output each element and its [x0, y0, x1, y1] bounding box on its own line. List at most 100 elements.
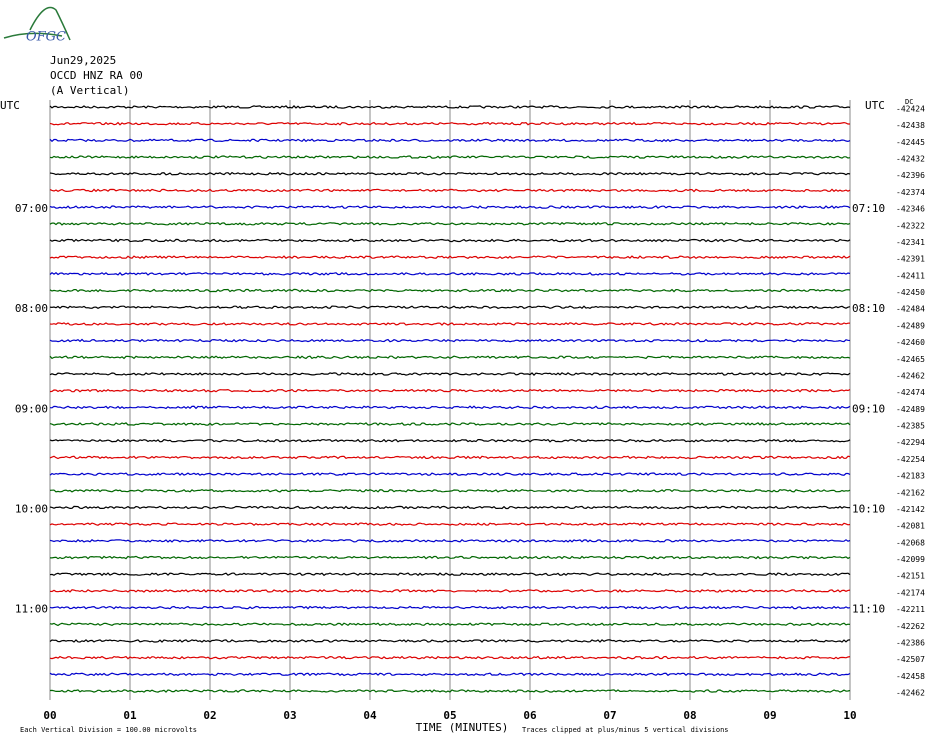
- offset-value: -42465: [896, 355, 925, 364]
- offset-value: -42411: [896, 271, 925, 280]
- trace: [49, 238, 851, 243]
- right-axis-label: UTC: [865, 99, 885, 112]
- trace: [49, 121, 850, 126]
- x-tick-label: 10: [843, 709, 856, 722]
- trace: [49, 171, 851, 176]
- offset-value: -42346: [896, 205, 925, 214]
- trace: [49, 538, 851, 543]
- left-axis-label: UTC: [0, 99, 20, 112]
- logo: OFGC: [3, 6, 71, 45]
- left-time-label: 08:00: [15, 302, 48, 315]
- trace: [49, 655, 851, 660]
- offset-value: -42424: [896, 105, 925, 114]
- trace: [49, 305, 851, 310]
- trace: [49, 438, 851, 443]
- trace: [49, 605, 851, 610]
- right-time-label: 09:10: [852, 402, 885, 415]
- offset-value: -42322: [896, 221, 925, 230]
- offset-value: -42081: [896, 522, 925, 531]
- trace: [49, 255, 851, 260]
- trace: [49, 372, 851, 376]
- component: (A Vertical): [50, 84, 129, 97]
- trace: [49, 572, 851, 577]
- logo-swoosh: [3, 32, 63, 39]
- offset-value: -42386: [896, 638, 925, 647]
- offset-value: -42489: [896, 405, 925, 414]
- x-tick-label: 03: [283, 709, 296, 722]
- left-time-label: 09:00: [15, 402, 48, 415]
- trace: [49, 355, 851, 360]
- left-time-label: 10:00: [15, 502, 48, 515]
- x-tick-label: 04: [363, 709, 377, 722]
- trace: [49, 472, 851, 476]
- right-time-label: 11:10: [852, 603, 885, 616]
- offset-value: -42474: [896, 388, 925, 397]
- left-time-label: 11:00: [15, 603, 48, 616]
- date: Jun29,2025: [50, 54, 116, 67]
- offset-value: -42162: [896, 488, 925, 497]
- trace: [49, 138, 851, 143]
- scale-note: Each Vertical Division = 100.00 microvol…: [20, 726, 197, 734]
- left-time-label: 07:00: [15, 202, 48, 215]
- offset-value: -42438: [896, 121, 925, 130]
- station: OCCD HNZ RA 00: [50, 69, 143, 82]
- offset-value: -42254: [896, 455, 925, 464]
- offset-value: -42385: [896, 422, 925, 431]
- offset-value: -42507: [896, 655, 925, 664]
- logo-mountain: [29, 6, 71, 41]
- trace: [49, 639, 851, 643]
- offset-value: -42262: [896, 622, 925, 631]
- offset-value: -42391: [896, 255, 925, 264]
- x-tick-label: 08: [683, 709, 696, 722]
- offset-value: -42142: [896, 505, 925, 514]
- offset-value: -42396: [896, 171, 925, 180]
- x-tick-label: 01: [123, 709, 137, 722]
- x-tick-label: 09: [763, 709, 776, 722]
- offset-value: -42484: [896, 305, 925, 314]
- offset-value: -42183: [896, 472, 925, 481]
- x-tick-label: 00: [43, 709, 56, 722]
- offset-value: -42458: [896, 672, 925, 681]
- offset-value: -42151: [896, 572, 925, 581]
- offset-value: -42460: [896, 338, 925, 347]
- x-tick-label: 05: [443, 709, 456, 722]
- trace: [49, 505, 851, 510]
- trace: [49, 488, 851, 493]
- trace: [49, 205, 851, 210]
- trace: [50, 555, 851, 560]
- trace: [49, 338, 851, 343]
- offset-value: -42432: [896, 155, 925, 164]
- trace: [49, 672, 851, 677]
- offset-value: -42462: [896, 371, 925, 380]
- offset-label: DC: [905, 98, 913, 106]
- x-tick-label: 02: [203, 709, 216, 722]
- x-axis-title: TIME (MINUTES): [416, 721, 509, 734]
- trace: [49, 188, 851, 193]
- offset-value: -42211: [896, 605, 925, 614]
- right-time-label: 08:10: [852, 302, 885, 315]
- offset-value: -42462: [896, 689, 925, 698]
- logo-text: OFGC: [26, 30, 66, 45]
- trace: [49, 405, 851, 410]
- right-time-label: 07:10: [852, 202, 885, 215]
- offset-value: -42445: [896, 138, 925, 147]
- x-tick-label: 07: [603, 709, 616, 722]
- offset-value: -42374: [896, 188, 925, 197]
- clip-note: Traces clipped at plus/minus 5 vertical …: [522, 726, 729, 734]
- trace: [49, 622, 851, 627]
- trace: [49, 105, 851, 109]
- offset-value: -42174: [896, 588, 925, 597]
- offset-value: -42068: [896, 538, 925, 547]
- trace: [49, 155, 851, 159]
- trace: [49, 288, 851, 293]
- offset-value: -42294: [896, 438, 925, 447]
- trace: [49, 221, 851, 226]
- trace: [49, 271, 851, 276]
- right-time-label: 10:10: [852, 502, 885, 515]
- trace: [49, 422, 851, 426]
- trace: [49, 522, 851, 527]
- trace: [49, 322, 851, 326]
- offset-value: -42450: [896, 288, 925, 297]
